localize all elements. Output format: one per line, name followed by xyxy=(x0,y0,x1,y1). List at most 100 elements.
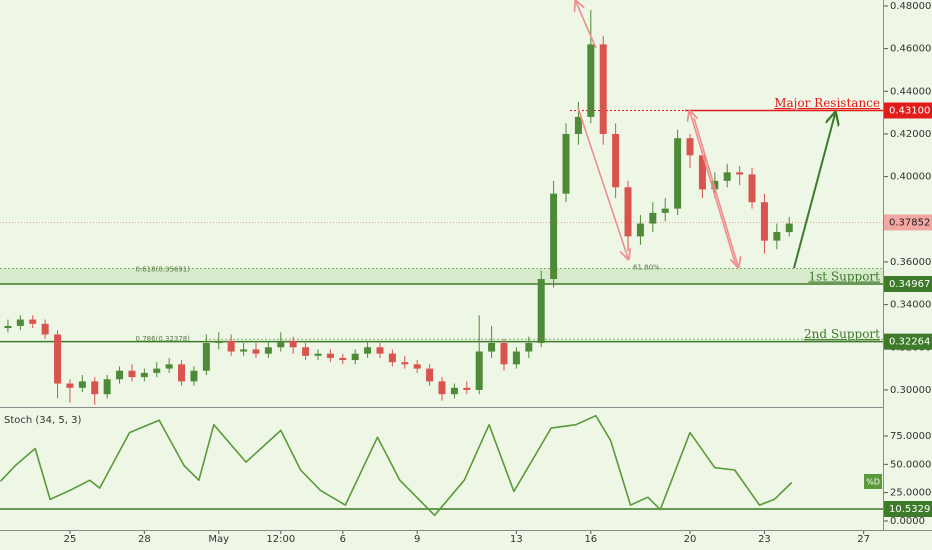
arrow xyxy=(576,2,597,49)
x-tick-label: 28 xyxy=(138,534,151,545)
candle-body xyxy=(574,116,582,134)
level-price-label: 0.43100 xyxy=(889,105,930,116)
candle-body xyxy=(326,353,334,358)
candle-body xyxy=(165,364,173,369)
candle-body xyxy=(413,364,421,369)
level-price-box xyxy=(884,275,932,292)
candle-body xyxy=(364,347,372,354)
y-tick-label: 0.48000 xyxy=(890,1,931,12)
fib-label: 61.80% xyxy=(633,264,660,272)
candle-body xyxy=(587,44,595,117)
fib-zone xyxy=(0,268,883,284)
x-tick-label: 13 xyxy=(510,534,523,545)
x-tick-label: 20 xyxy=(684,534,697,545)
candle-body xyxy=(698,155,706,190)
stoch-tick-label: 25.0000 xyxy=(890,488,931,499)
y-tick-label: 0.30000 xyxy=(890,385,931,396)
candle-body xyxy=(599,44,607,134)
candle-body xyxy=(54,334,62,384)
level-price-box xyxy=(884,102,932,119)
candle-body xyxy=(748,174,756,203)
candle-body xyxy=(550,193,558,280)
candle-body xyxy=(215,340,223,344)
candle-body xyxy=(475,351,483,390)
candle-body xyxy=(227,340,235,352)
level-price-box xyxy=(884,333,932,350)
candle-body xyxy=(426,368,434,382)
candle-body xyxy=(686,138,694,156)
candle-body xyxy=(388,353,396,363)
level-text: 1st Support xyxy=(808,269,880,283)
candle-body xyxy=(103,379,111,395)
candle-body xyxy=(537,279,545,344)
candle-body xyxy=(128,370,136,378)
candle-body xyxy=(314,353,322,356)
fib-label: 0.786(0.32378) xyxy=(136,335,191,343)
candle-body xyxy=(178,364,186,382)
last-price-label: 0.37852 xyxy=(889,217,930,228)
candle-body xyxy=(140,372,148,378)
candle-body xyxy=(401,362,409,365)
y-tick-label: 0.42000 xyxy=(890,129,931,140)
candle-body xyxy=(351,353,359,361)
candle-body xyxy=(723,172,731,181)
stoch-level-label: 10.5329 xyxy=(889,504,930,515)
candle-body xyxy=(773,232,781,241)
candle-body xyxy=(78,381,86,388)
candle-body xyxy=(202,343,210,371)
indicator-title: Stoch (34, 5, 3) xyxy=(4,415,81,426)
arrow xyxy=(793,114,835,269)
level-text: 2nd Support xyxy=(804,327,880,341)
stoch-tick-label: 75.0000 xyxy=(890,431,931,442)
stoch-tick-label: 50.0000 xyxy=(890,459,931,470)
candle-body xyxy=(41,323,49,335)
candle-body xyxy=(661,208,669,213)
fib-label: 0.618(0.35691) xyxy=(136,266,191,274)
candle-body xyxy=(562,133,570,194)
candle-body xyxy=(240,349,248,352)
candle-body xyxy=(277,340,285,348)
x-tick-label: 23 xyxy=(758,534,771,545)
candle-body xyxy=(450,387,458,395)
candle-body xyxy=(512,351,520,365)
candle-body xyxy=(376,347,384,354)
level-text: Major Resistance xyxy=(774,96,880,110)
candle-body xyxy=(16,319,24,326)
arrow xyxy=(577,107,628,258)
candle-body xyxy=(649,212,657,224)
y-tick-label: 0.40000 xyxy=(890,172,931,183)
candle-body xyxy=(153,368,161,373)
stoch-name: %D xyxy=(866,478,880,487)
candle-body xyxy=(525,343,533,352)
stoch-level-box xyxy=(884,501,932,518)
arrow xyxy=(693,117,738,266)
candle-body xyxy=(463,387,471,390)
candle-body xyxy=(252,349,260,354)
candle-body xyxy=(711,180,719,190)
x-tick-label: May xyxy=(208,534,229,545)
candle-body xyxy=(636,223,644,237)
x-tick-label: 16 xyxy=(584,534,597,545)
candle-body xyxy=(264,347,272,354)
x-tick-label: 27 xyxy=(857,534,870,545)
candle-body xyxy=(4,325,12,329)
stoch-tick-label: 0.0000 xyxy=(890,516,925,527)
candle-body xyxy=(736,172,744,175)
candle-body xyxy=(302,347,310,356)
candle-body xyxy=(116,370,124,380)
x-tick-label: 25 xyxy=(64,534,77,545)
stoch-line xyxy=(0,414,793,517)
candle-body xyxy=(289,340,297,348)
arrow xyxy=(690,112,737,267)
last-price-box xyxy=(884,214,932,231)
level-price-label: 0.32264 xyxy=(889,337,930,348)
candle-body xyxy=(66,383,74,388)
x-tick-label: 12:00 xyxy=(266,534,295,545)
candle-body xyxy=(339,357,347,361)
candle-body xyxy=(29,319,37,324)
y-tick-label: 0.46000 xyxy=(890,44,931,55)
candle-body xyxy=(760,202,768,241)
y-tick-label: 0.44000 xyxy=(890,86,931,97)
candle-body xyxy=(674,138,682,209)
